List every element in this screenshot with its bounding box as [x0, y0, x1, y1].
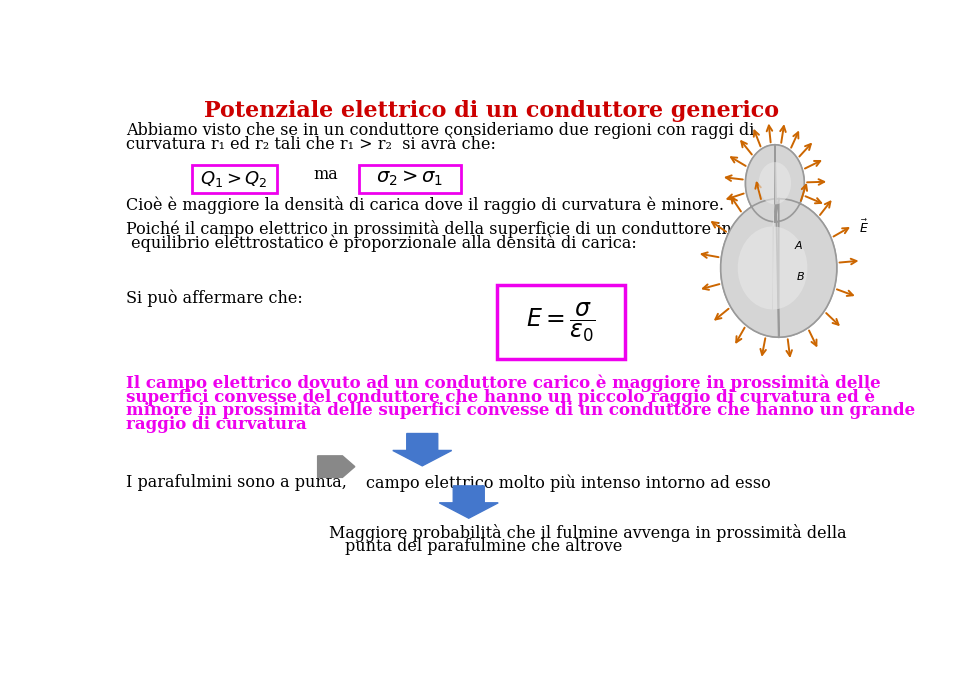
Polygon shape [721, 145, 837, 337]
Polygon shape [393, 434, 452, 466]
Text: raggio di curvatura: raggio di curvatura [126, 416, 307, 433]
Text: Potenziale elettrico di un conduttore generico: Potenziale elettrico di un conduttore ge… [204, 100, 780, 122]
Ellipse shape [721, 199, 837, 337]
Polygon shape [318, 456, 355, 477]
Text: curvatura r₁ ed r₂ tali che r₁ > r₂  si avrà che:: curvatura r₁ ed r₂ tali che r₁ > r₂ si a… [126, 136, 496, 152]
Text: I parafulmini sono a punta,: I parafulmini sono a punta, [126, 474, 348, 491]
Text: equilibrio elettrostatico è proporzionale alla densità di carica:: equilibrio elettrostatico è proporzional… [126, 234, 636, 252]
Text: $\vec{E}$: $\vec{E}$ [858, 219, 869, 236]
Text: Si può affermare che:: Si può affermare che: [126, 290, 303, 307]
Text: Poiché il campo elettrico in prossimità della superficie di un conduttore in: Poiché il campo elettrico in prossimità … [126, 220, 732, 238]
Text: $E = \dfrac{\sigma}{\varepsilon_0}$: $E = \dfrac{\sigma}{\varepsilon_0}$ [526, 300, 596, 344]
FancyBboxPatch shape [497, 285, 625, 359]
Text: superfici convesse del conduttore che hanno un piccolo raggio di curvatura ed è: superfici convesse del conduttore che ha… [126, 388, 876, 405]
Ellipse shape [745, 145, 804, 222]
Text: Maggiore probabilità che il fulmine avvenga in prossimità della: Maggiore probabilità che il fulmine avve… [329, 525, 847, 543]
FancyBboxPatch shape [192, 165, 276, 193]
Text: campo elettrico molto più intenso intorno ad esso: campo elettrico molto più intenso intorn… [367, 474, 771, 492]
Text: ma: ma [313, 166, 338, 182]
Polygon shape [440, 486, 498, 518]
FancyBboxPatch shape [359, 165, 461, 193]
Text: $B$: $B$ [796, 270, 804, 281]
Text: $Q_1 > Q_2$: $Q_1 > Q_2$ [200, 168, 268, 188]
Text: $\sigma_2 > \sigma_1$: $\sigma_2 > \sigma_1$ [376, 169, 444, 188]
Text: minore in prossimità delle superfici convesse di un conduttore che hanno un gran: minore in prossimità delle superfici con… [126, 402, 915, 419]
Polygon shape [738, 162, 807, 310]
Text: Abbiamo visto che se in un conduttore consideriamo due regioni con raggi di: Abbiamo visto che se in un conduttore co… [126, 122, 755, 139]
Text: Il campo elettrico dovuto ad un conduttore carico è maggiore in prossimità delle: Il campo elettrico dovuto ad un condutto… [126, 374, 881, 392]
Text: Cioè è maggiore la densità di carica dove il raggio di curvatura è minore.: Cioè è maggiore la densità di carica dov… [126, 196, 724, 214]
Text: punta del parafulmine che altrove: punta del parafulmine che altrove [345, 538, 622, 555]
Text: $A$: $A$ [794, 238, 804, 251]
